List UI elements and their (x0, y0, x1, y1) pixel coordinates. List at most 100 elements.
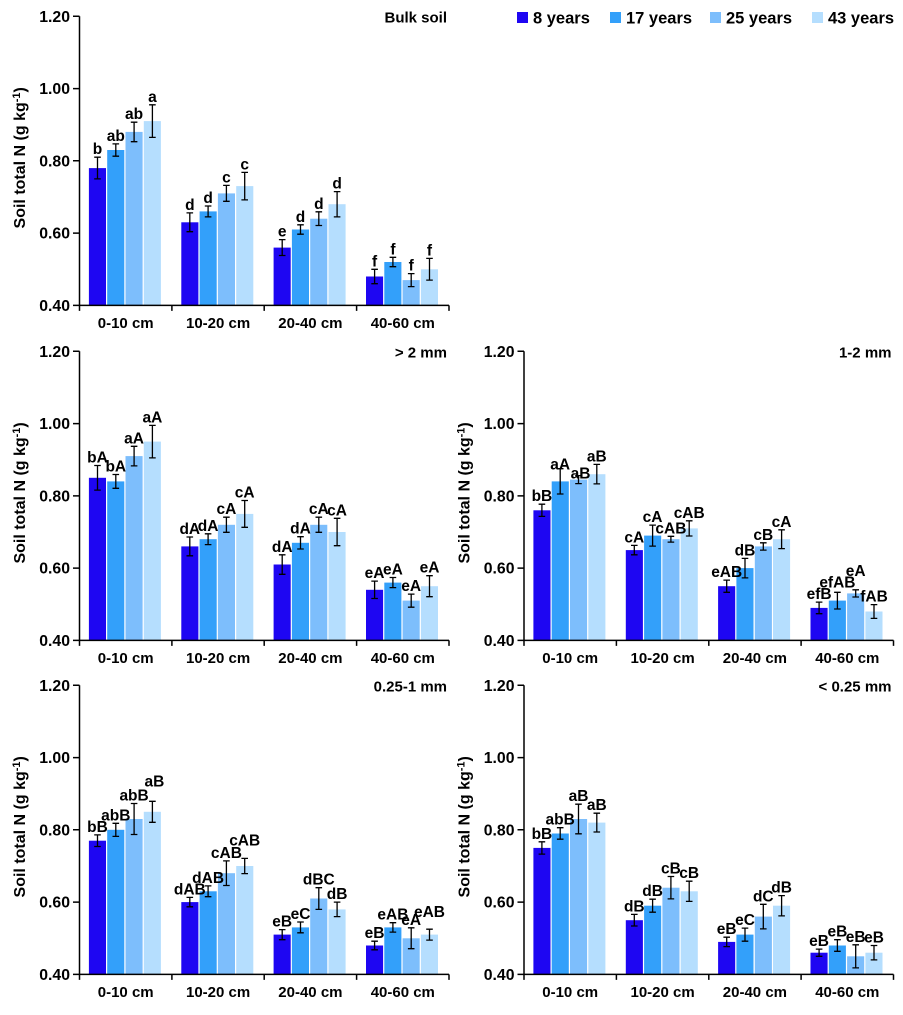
svg-text:eB: eB (846, 929, 866, 946)
svg-text:dB: dB (771, 880, 792, 897)
svg-text:eAB: eAB (711, 564, 742, 581)
svg-text:d: d (185, 197, 194, 214)
svg-text:43 years: 43 years (828, 10, 894, 28)
svg-text:0.40: 0.40 (39, 298, 70, 315)
svg-text:0.40: 0.40 (39, 967, 70, 984)
svg-text:10-20 cm: 10-20 cm (630, 984, 694, 1001)
svg-text:e: e (278, 224, 287, 241)
svg-text:dC: dC (753, 888, 774, 905)
svg-text:d: d (314, 196, 323, 213)
svg-text:abB: abB (119, 788, 148, 805)
svg-text:f: f (427, 242, 433, 259)
svg-text:dA: dA (198, 518, 219, 535)
svg-text:eB: eB (864, 930, 884, 947)
svg-text:Soil total N (g kg-1): Soil total N (g kg-1) (11, 756, 29, 897)
svg-text:0.80: 0.80 (484, 822, 515, 839)
svg-text:< 0.25 mm: < 0.25 mm (819, 679, 892, 696)
svg-text:1.00: 1.00 (484, 750, 515, 767)
svg-text:1.20: 1.20 (39, 9, 70, 26)
svg-text:1.20: 1.20 (484, 678, 515, 695)
svg-text:ab: ab (107, 128, 125, 145)
svg-text:eB: eB (717, 921, 737, 938)
svg-text:1.00: 1.00 (39, 416, 70, 433)
svg-text:0.60: 0.60 (484, 895, 515, 912)
svg-text:0.80: 0.80 (39, 153, 70, 170)
svg-text:dBC: dBC (303, 872, 335, 889)
svg-text:dA: dA (290, 521, 311, 538)
svg-text:1.20: 1.20 (39, 344, 70, 361)
svg-text:1.00: 1.00 (39, 81, 70, 98)
svg-text:cA: cA (624, 529, 644, 546)
svg-text:eB: eB (365, 925, 385, 942)
svg-text:1.00: 1.00 (484, 416, 515, 433)
svg-text:eB: eB (809, 933, 829, 950)
svg-text:cAB: cAB (229, 832, 260, 849)
svg-text:d: d (203, 190, 212, 207)
svg-text:f: f (409, 258, 415, 275)
svg-text:0.40: 0.40 (39, 633, 70, 650)
svg-text:cAB: cAB (211, 845, 242, 862)
svg-text:0.80: 0.80 (39, 488, 70, 505)
svg-text:10-20 cm: 10-20 cm (186, 984, 250, 1001)
svg-text:10-20 cm: 10-20 cm (186, 315, 250, 332)
svg-text:eA: eA (420, 560, 440, 577)
svg-text:0.60: 0.60 (39, 226, 70, 243)
svg-text:abB: abB (101, 807, 130, 824)
svg-text:aA: aA (142, 409, 162, 426)
svg-text:40-60 cm: 40-60 cm (371, 650, 435, 667)
svg-text:dAB: dAB (174, 881, 206, 898)
svg-text:cA: cA (643, 509, 663, 526)
svg-text:1.20: 1.20 (39, 678, 70, 695)
svg-text:40-60 cm: 40-60 cm (371, 984, 435, 1001)
svg-text:bB: bB (87, 819, 108, 836)
svg-text:Bulk soil: Bulk soil (384, 10, 447, 27)
svg-text:d: d (332, 176, 341, 193)
svg-text:cA: cA (309, 501, 329, 518)
svg-text:b: b (93, 141, 102, 158)
svg-text:20-40 cm: 20-40 cm (278, 984, 342, 1001)
svg-text:abB: abB (546, 812, 575, 829)
svg-text:eA: eA (383, 562, 403, 579)
svg-text:cB: cB (661, 861, 681, 878)
svg-text:dAB: dAB (192, 870, 224, 887)
svg-text:eAB: eAB (377, 907, 408, 924)
svg-text:cB: cB (753, 527, 773, 544)
svg-text:cAB: cAB (655, 520, 686, 537)
svg-text:0-10 cm: 0-10 cm (98, 650, 154, 667)
svg-text:0.60: 0.60 (484, 561, 515, 578)
svg-text:dB: dB (642, 883, 663, 900)
svg-text:> 2 mm: > 2 mm (395, 345, 447, 362)
svg-text:aB: aB (571, 466, 591, 483)
svg-text:0-10 cm: 0-10 cm (542, 650, 598, 667)
svg-text:c: c (240, 156, 249, 173)
svg-text:efB: efB (807, 586, 832, 603)
svg-text:0.80: 0.80 (39, 822, 70, 839)
svg-text:1.00: 1.00 (39, 750, 70, 767)
svg-text:40-60 cm: 40-60 cm (815, 650, 879, 667)
svg-text:Soil total N (g kg-1): Soil total N (g kg-1) (456, 422, 474, 563)
svg-text:1.20: 1.20 (484, 344, 515, 361)
svg-text:eC: eC (735, 912, 755, 929)
svg-text:ab: ab (125, 106, 143, 123)
svg-text:Soil total N (g kg-1): Soil total N (g kg-1) (11, 422, 29, 563)
svg-text:cAB: cAB (674, 505, 705, 522)
svg-text:10-20 cm: 10-20 cm (186, 650, 250, 667)
svg-text:eB: eB (827, 924, 847, 941)
svg-text:40-60 cm: 40-60 cm (371, 315, 435, 332)
svg-text:bB: bB (532, 826, 553, 843)
svg-text:cA: cA (235, 485, 255, 502)
svg-text:eA: eA (401, 912, 421, 929)
svg-text:Soil total N (g kg-1): Soil total N (g kg-1) (11, 87, 29, 228)
svg-text:aB: aB (587, 797, 607, 814)
svg-text:f: f (372, 253, 378, 270)
svg-text:0.40: 0.40 (484, 633, 515, 650)
svg-text:bA: bA (87, 450, 108, 467)
svg-text:cA: cA (327, 502, 347, 519)
svg-text:0.40: 0.40 (484, 967, 515, 984)
svg-text:dB: dB (735, 542, 756, 559)
svg-text:aA: aA (550, 457, 570, 474)
svg-text:aB: aB (569, 788, 589, 805)
svg-text:eB: eB (272, 914, 292, 931)
svg-text:bA: bA (105, 459, 126, 476)
svg-text:Soil total N (g kg-1): Soil total N (g kg-1) (456, 756, 474, 897)
